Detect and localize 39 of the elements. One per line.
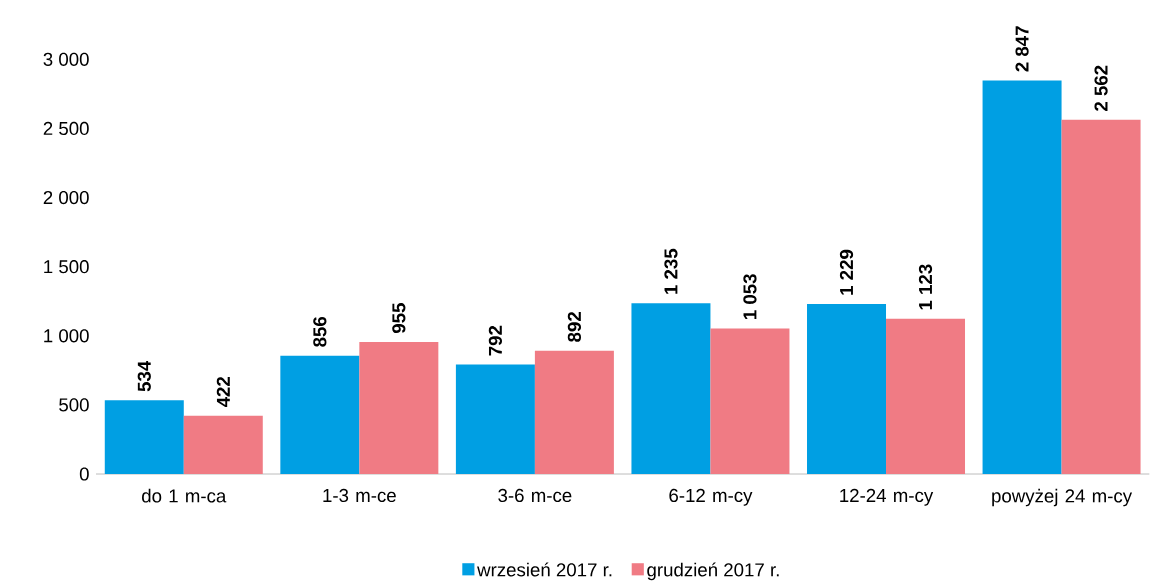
bar (1061, 119, 1141, 474)
bar (183, 415, 263, 474)
y-tick-label: 2 000 (43, 190, 89, 205)
x-tick-label: powyżej 24 m-cy (992, 488, 1133, 507)
y-tick-label: 1 500 (44, 260, 89, 274)
data-label: 955 (392, 303, 406, 334)
x-tick-label: 1-3 m-ce (323, 488, 396, 503)
bar (982, 80, 1062, 474)
data-label: 2 562 (1094, 65, 1108, 111)
data-label: 1 235 (664, 248, 678, 294)
data-label: 792 (488, 325, 503, 356)
legend-label: wrzesień 2017 r. (477, 562, 612, 577)
data-label: 1 123 (918, 264, 933, 310)
data-label: 1 229 (839, 249, 854, 295)
bar (710, 328, 790, 474)
bar (359, 341, 439, 474)
y-tick-label: 0 (79, 467, 89, 481)
bar (807, 304, 887, 474)
data-label: 1 053 (743, 274, 757, 320)
x-tick-label: 6-12 m-cy (669, 488, 753, 506)
data-label: 892 (567, 312, 582, 342)
bar (104, 400, 184, 474)
y-tick-label: 2 500 (43, 121, 89, 136)
x-tick-label: 3-6 m-ce (498, 488, 572, 503)
x-tick-label: 12-24 m-cy (840, 488, 934, 506)
y-tick-label: 3 000 (43, 52, 89, 66)
x-tick-label: do 1 m-ca (142, 488, 227, 503)
y-tick-label: 500 (59, 398, 89, 412)
data-label: 534 (137, 360, 151, 392)
bar (280, 355, 360, 474)
bar (886, 318, 966, 474)
bar (631, 303, 711, 474)
data-label: 422 (216, 377, 230, 408)
data-label: 856 (313, 316, 327, 347)
bar (534, 350, 614, 474)
legend-label: grudzień 2017 r. (647, 562, 779, 581)
data-label: 2 847 (1015, 26, 1029, 72)
bar (455, 364, 535, 474)
y-tick-label: 1 000 (44, 329, 89, 343)
